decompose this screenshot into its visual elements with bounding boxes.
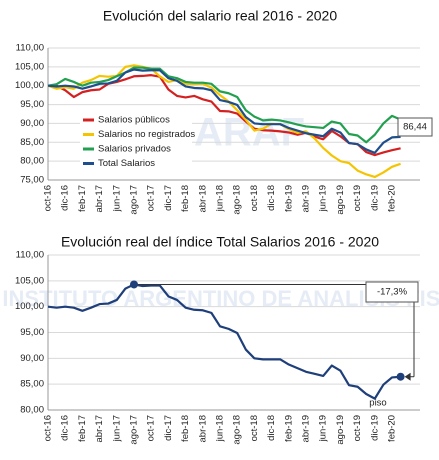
- x-tick-label: oct-16: [43, 185, 54, 211]
- x-tick-label: dic-19: [369, 415, 380, 441]
- y-tick-label: 90,00: [20, 118, 44, 129]
- x-tick-label: feb-18: [180, 185, 191, 212]
- annotation: 86,44: [403, 122, 427, 133]
- x-tick-label: oct-17: [146, 185, 157, 211]
- y-tick-label: 95,00: [20, 99, 44, 110]
- x-tick-label: dic-17: [163, 185, 174, 211]
- x-tick-label: abr-18: [197, 185, 208, 212]
- x-tick-label: ago-19: [335, 415, 346, 445]
- series-line: [47, 64, 401, 179]
- x-tick-label: jun-19: [318, 185, 329, 212]
- y-tick-label: 110,00: [16, 250, 44, 261]
- chart-title: Evolución real del índice Total Salarios…: [61, 234, 379, 250]
- legend-label: Salarios privados: [98, 144, 171, 155]
- y-tick-label: 105,00: [15, 61, 44, 72]
- legend-label: Salarios no registrados: [98, 129, 195, 140]
- series-line: [47, 283, 401, 400]
- legend-label: Salarios públicos: [98, 115, 170, 126]
- x-tick-label: ago-18: [232, 185, 243, 215]
- highlight-marker: [130, 280, 138, 289]
- x-tick-label: oct-18: [249, 415, 260, 441]
- x-tick-label: jun-18: [215, 415, 226, 442]
- x-tick-label: jun-19: [318, 415, 329, 442]
- y-tick-label: 85,00: [20, 137, 44, 148]
- annotation: piso: [369, 398, 386, 409]
- legend-box: [80, 112, 192, 172]
- x-tick-label: abr-17: [94, 185, 105, 212]
- x-tick-label: jun-18: [215, 185, 226, 212]
- x-tick-label: oct-17: [146, 415, 157, 441]
- x-tick-label: ago-18: [232, 415, 243, 445]
- x-tick-label: jun-17: [111, 185, 122, 212]
- annotation-box: [365, 281, 419, 303]
- y-tick-label: 90,00: [20, 353, 44, 364]
- x-tick-label: ago-19: [335, 185, 346, 215]
- x-tick-label: feb-18: [180, 415, 191, 442]
- x-tick-label: feb-20: [387, 185, 398, 212]
- series-line: [47, 68, 401, 154]
- x-tick-label: ago-17: [129, 185, 140, 215]
- y-tick-label: 75,00: [20, 175, 44, 186]
- x-tick-label: abr-19: [301, 415, 312, 442]
- x-tick-label: dic-16: [60, 185, 71, 211]
- y-tick-label: 85,00: [20, 379, 44, 390]
- y-tick-label: 80,00: [20, 405, 44, 416]
- x-tick-label: dic-16: [60, 415, 71, 441]
- x-tick-label: feb-19: [283, 185, 294, 212]
- x-tick-label: oct-19: [352, 415, 363, 441]
- x-tick-label: feb-19: [283, 415, 294, 442]
- x-tick-label: feb-17: [77, 415, 88, 442]
- highlight-marker: [396, 372, 405, 381]
- x-tick-label: oct-16: [43, 415, 54, 441]
- legend-label: Total Salarios: [98, 158, 155, 169]
- x-tick-label: abr-17: [94, 415, 105, 442]
- series-line: [47, 66, 402, 144]
- x-tick-label: oct-19: [352, 185, 363, 211]
- x-tick-label: dic-17: [163, 415, 174, 441]
- x-tick-label: dic-18: [266, 185, 277, 211]
- x-tick-label: feb-20: [387, 415, 398, 442]
- series-line: [48, 74, 401, 157]
- x-tick-label: oct-18: [249, 185, 260, 211]
- x-tick-label: feb-17: [77, 185, 88, 212]
- annotation: -17,3%: [377, 287, 408, 298]
- y-tick-label: 105,00: [15, 275, 44, 286]
- y-tick-label: 110,00: [16, 43, 44, 54]
- x-tick-label: abr-19: [301, 185, 312, 212]
- y-tick-label: 100,00: [15, 301, 44, 312]
- annotation-box: [397, 117, 433, 137]
- y-tick-label: 95,00: [20, 327, 44, 338]
- y-tick-label: 80,00: [20, 156, 44, 167]
- y-tick-label: 100,00: [15, 80, 44, 91]
- x-tick-label: abr-18: [197, 415, 208, 442]
- x-tick-label: ago-17: [129, 415, 140, 445]
- x-tick-label: jun-17: [111, 415, 122, 442]
- arrowhead: [404, 372, 411, 381]
- x-tick-label: dic-18: [266, 415, 277, 441]
- x-tick-label: dic-19: [369, 185, 380, 211]
- chart-title: Evolución del salario real 2016 - 2020: [103, 8, 337, 24]
